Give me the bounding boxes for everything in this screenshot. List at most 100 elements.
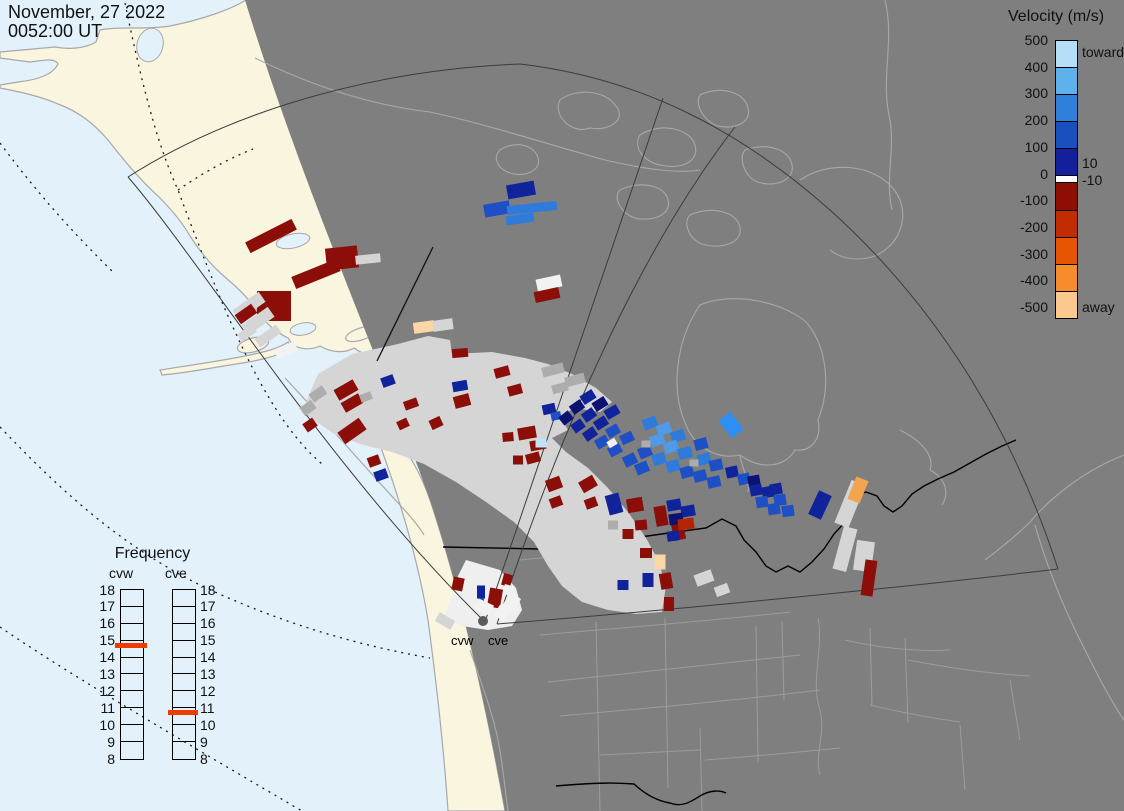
velocity-cell [832, 525, 858, 573]
velocity-cell [749, 483, 763, 497]
ladder-rung [121, 725, 143, 743]
velocity-cell [493, 365, 511, 379]
frequency-marker-cvw [115, 642, 147, 648]
velocity-cell [808, 490, 832, 520]
velocity-tick: -200 [1019, 218, 1048, 235]
frequency-tick-left: 10 [99, 716, 115, 733]
ladder-rung [121, 624, 143, 641]
velocity-cell [641, 440, 651, 448]
radar-site-dot [478, 616, 488, 626]
velocity-cell [604, 423, 622, 439]
velocity-cell [434, 612, 456, 630]
velocity-cell [708, 458, 724, 472]
ladder-rung [173, 725, 195, 743]
velocity-cell [533, 287, 561, 303]
velocity-cell [658, 572, 674, 590]
velocity-cell [366, 454, 382, 468]
velocity-tick: -300 [1019, 245, 1048, 262]
frequency-tick-right: 10 [200, 716, 216, 733]
velocity-cell [666, 498, 682, 512]
ladder-rung [121, 590, 143, 607]
ladder-rung [173, 691, 195, 709]
ladder-rung [121, 708, 143, 726]
velocity-cell [622, 529, 634, 539]
velocity-cell [234, 303, 258, 325]
velocity-legend: Velocity (m/s) 500 400 300 200 100 0 -100 -200 -… [1000, 4, 1124, 334]
frequency-tick-left: 8 [107, 750, 115, 767]
velocity-cell [412, 320, 436, 334]
velocity-tick: 100 [1024, 138, 1048, 155]
velocity-cell [636, 444, 654, 460]
velocity-cell [617, 580, 629, 590]
velocity-cell [641, 415, 659, 431]
velocity-cell [432, 318, 454, 332]
velocity-cell [535, 438, 547, 448]
ladder-rung [173, 641, 195, 658]
time-text: 0052:00 UT [8, 21, 103, 41]
velocity-cell [358, 391, 374, 403]
velocity-cell [477, 585, 485, 599]
frequency-tick-left: 14 [99, 649, 115, 666]
near-zero-low-label: -10 [1082, 172, 1103, 188]
frequency-tick-right: 13 [200, 666, 216, 682]
ladder-rung [121, 691, 143, 709]
velocity-cell [860, 559, 878, 597]
velocity-cell [486, 587, 504, 609]
velocity-colorbar-segment [1056, 264, 1077, 292]
frequency-tick-left: 12 [99, 682, 115, 699]
velocity-cell [767, 502, 781, 516]
velocity-cell [606, 437, 618, 449]
frequency-tick-left: 16 [99, 615, 115, 632]
velocity-cell [245, 218, 297, 254]
velocity-cell [579, 389, 597, 405]
velocity-cell [451, 576, 465, 592]
ladder-rung [173, 607, 195, 624]
velocity-cell [696, 452, 712, 466]
map-label-cvw: cvw [451, 633, 474, 648]
velocity-tick: 300 [1024, 85, 1048, 102]
velocity-cell [665, 459, 681, 473]
velocity-cell [634, 519, 648, 531]
velocity-cell [451, 379, 469, 393]
velocity-tick: 0 [1040, 165, 1048, 182]
velocity-cell [308, 385, 328, 403]
velocity-cell [570, 418, 586, 434]
date-text: November, 27 2022 [8, 2, 166, 22]
velocity-cell [380, 374, 396, 388]
frequency-tick-left: 18 [99, 581, 115, 598]
state-lines [519, 547, 1031, 811]
velocity-cell [548, 495, 564, 509]
velocity-cell [505, 180, 537, 200]
velocity-cell [506, 383, 524, 397]
frequency-tick-right: 12 [200, 682, 216, 699]
velocity-cell [396, 417, 410, 431]
velocity-colorbar-segment [1056, 291, 1077, 318]
velocity-cell [578, 474, 598, 494]
velocity-cell [669, 428, 687, 444]
velocity-cell [524, 451, 542, 465]
velocity-cell [541, 362, 565, 378]
velocity-cell [541, 402, 557, 416]
velocity-cell [655, 421, 673, 437]
ladder-rung [173, 674, 195, 692]
frequency-tick-right: 15 [200, 632, 216, 649]
velocity-cell [642, 573, 654, 587]
velocity-cell [558, 410, 574, 426]
velocity-cell [693, 437, 709, 451]
bays [136, 27, 317, 336]
map-label-cve: cve [488, 633, 509, 648]
frequency-tick-right: 14 [200, 649, 216, 666]
velocity-cell [713, 582, 731, 598]
frequency-ladder-cve [172, 589, 196, 760]
velocity-cell [625, 496, 645, 514]
velocity-cell [568, 399, 586, 415]
velocity-cell [373, 468, 389, 482]
velocity-cell [513, 455, 523, 465]
velocity-colorbar [1055, 40, 1078, 319]
near-zero-high-label: 10 [1082, 155, 1098, 171]
velocity-cell [583, 496, 599, 510]
velocity-cells [232, 180, 878, 630]
velocity-colorbar-segment [1056, 41, 1077, 69]
